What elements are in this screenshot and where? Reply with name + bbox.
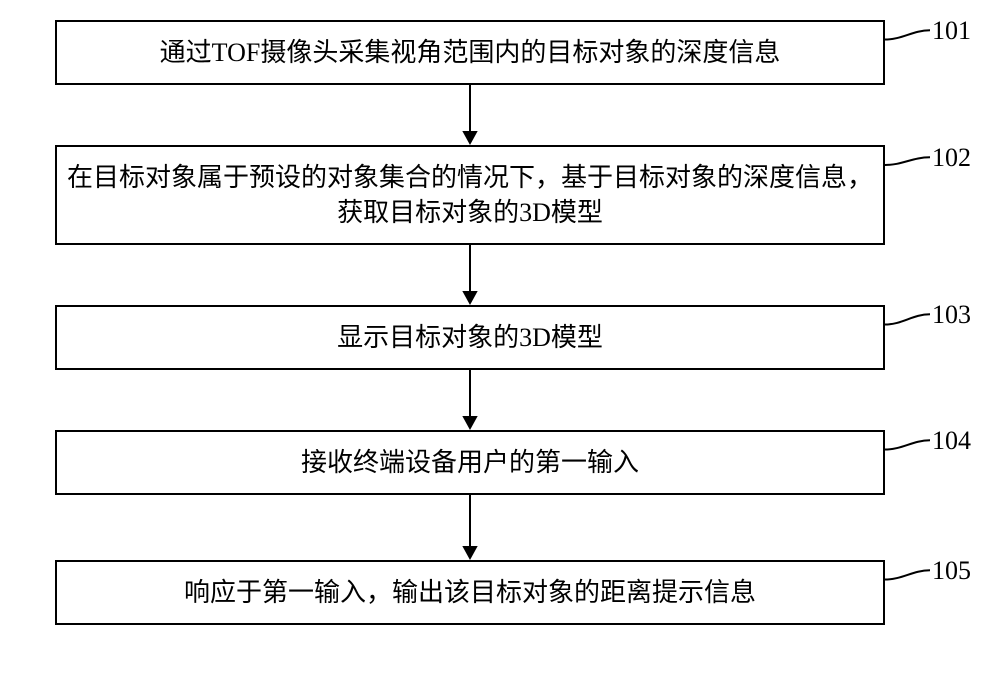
flowchart-canvas: 通过TOF摄像头采集视角范围内的目标对象的深度信息在目标对象属于预设的对象集合的…	[0, 0, 1000, 676]
label-connector	[0, 0, 1000, 676]
